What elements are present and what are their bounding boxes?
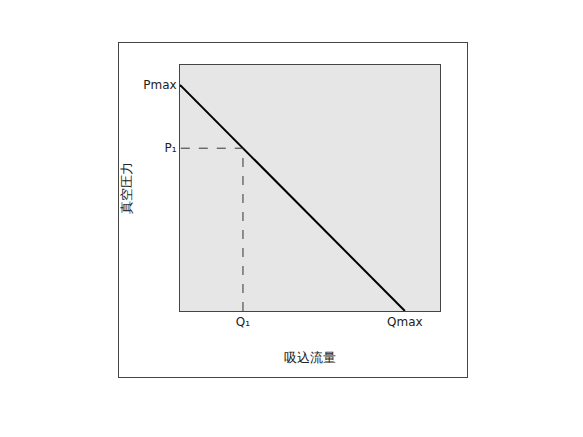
svg-text:Qmax: Qmax [387,315,423,329]
svg-text:吸込流量: 吸込流量 [284,350,336,365]
svg-text:真空圧力: 真空圧力 [119,162,134,214]
svg-text:Q₁: Q₁ [236,315,250,329]
svg-text:Pmax: Pmax [143,78,176,92]
svg-text:P₁: P₁ [165,141,177,155]
